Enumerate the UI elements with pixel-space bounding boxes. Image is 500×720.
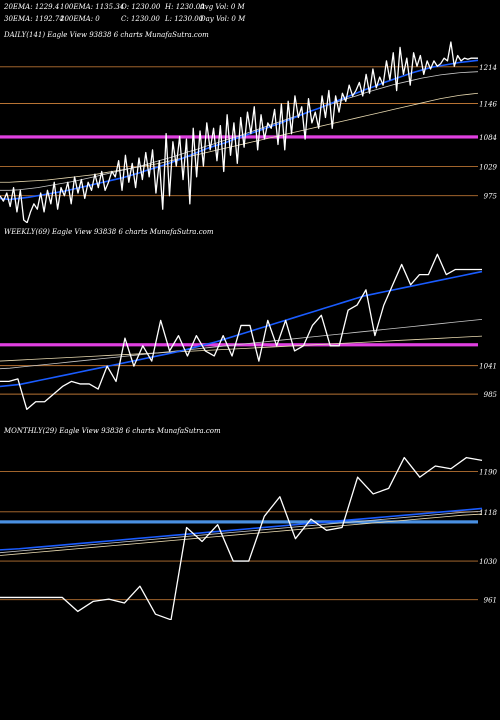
header-avg-volume: Avg Vol: 0 M xyxy=(200,3,245,11)
daily-ema-mid-line xyxy=(0,71,479,191)
weekly-price-line xyxy=(0,253,482,411)
weekly-tick-label-1: 985 xyxy=(484,391,498,399)
weekly-ema-short-line xyxy=(0,270,483,388)
header-close: C: 1230.00 xyxy=(121,15,160,23)
monthly-ema-mid-line xyxy=(0,510,483,554)
monthly-highlight-level xyxy=(0,520,478,524)
header-low: L: 1230.00 xyxy=(165,15,204,23)
monthly-ema-short-line xyxy=(0,507,483,551)
header-ema20: 20EMA: 1229.4 xyxy=(4,3,60,11)
daily-tick-label-2: 1084 xyxy=(479,134,497,142)
monthly-tick-label-3: 961 xyxy=(484,597,497,605)
monthly-tick-label-1: 1118 xyxy=(479,509,497,517)
header-open: O: 1230.00 xyxy=(121,3,161,11)
header-ema100: 100EMA: 1135.34 xyxy=(60,3,125,11)
daily-price-line xyxy=(0,41,478,223)
monthly-tick-label-0: 1190 xyxy=(479,469,497,477)
monthly-price-line xyxy=(0,456,483,620)
monthly-tick-label-2: 1030 xyxy=(479,558,497,566)
header-ema200: 200EMA: 0 xyxy=(60,15,100,23)
header-day-volume: Day Vol: 0 M xyxy=(200,15,246,23)
weekly-chart: WEEKLY(69) Eagle View 93838 6 charts Mun… xyxy=(0,228,498,411)
monthly-chart: MONTHLY(29) Eagle View 93838 6 charts Mu… xyxy=(0,427,498,620)
daily-tick-label-4: 975 xyxy=(484,193,498,201)
header-high: H: 1230.00 xyxy=(165,3,205,11)
daily-chart-title: DAILY(141) Eagle View 93838 6 charts Mun… xyxy=(3,31,209,39)
daily-tick-label-3: 1029 xyxy=(479,164,497,172)
monthly-ema-long-line xyxy=(0,513,483,556)
weekly-chart-title: WEEKLY(69) Eagle View 93838 6 charts Mun… xyxy=(4,228,214,236)
monthly-chart-title: MONTHLY(29) Eagle View 93838 6 charts Mu… xyxy=(3,427,221,435)
daily-ema-short-line xyxy=(0,59,479,201)
header-ema30: 30EMA: 1192.74 xyxy=(4,15,64,23)
daily-tick-label-1: 1146 xyxy=(479,100,497,108)
daily-chart: DAILY(141) Eagle View 93838 6 charts Mun… xyxy=(0,31,498,223)
weekly-ema-long-line xyxy=(0,335,483,362)
daily-tick-label-0: 1214 xyxy=(479,64,497,72)
weekly-ema-mid-line xyxy=(0,318,483,370)
weekly-tick-label-0: 1041 xyxy=(479,363,497,371)
